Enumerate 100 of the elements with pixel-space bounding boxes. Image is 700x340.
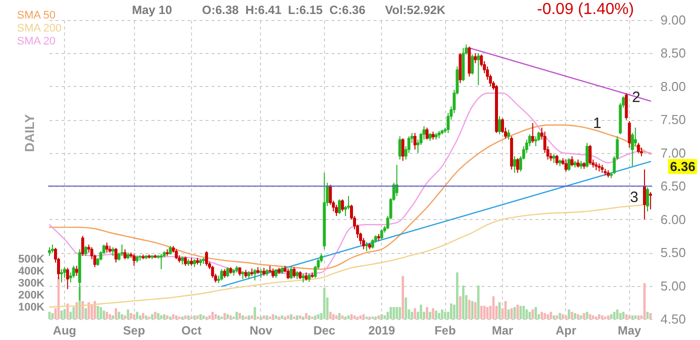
bar	[290, 314, 292, 319]
bar	[444, 312, 446, 319]
bar	[84, 308, 87, 319]
bar	[63, 309, 66, 319]
x-tick-label: Aug	[52, 324, 76, 338]
bar	[616, 309, 618, 319]
bar	[211, 312, 214, 319]
candlestick	[570, 156, 574, 167]
candlestick	[286, 268, 290, 280]
candlestick	[132, 253, 136, 266]
y-tick-label: 4.50	[660, 312, 686, 326]
bar	[314, 315, 316, 319]
candlestick	[60, 268, 64, 283]
y-tick-label: 7.50	[660, 112, 686, 128]
bar	[483, 306, 486, 319]
x-tick-label: Sep	[123, 324, 146, 338]
bar	[380, 314, 383, 319]
candlestick	[413, 132, 416, 150]
text: Vol:52.92K	[385, 3, 446, 17]
candlestick	[120, 244, 124, 256]
bar	[392, 307, 395, 319]
y-tick-label: 6.00	[660, 212, 686, 227]
bar	[486, 307, 489, 319]
candlestick	[205, 250, 208, 266]
bar	[108, 314, 112, 319]
bar	[172, 314, 174, 319]
bar	[72, 307, 75, 319]
candlestick	[476, 52, 480, 86]
candlestick	[226, 266, 230, 278]
bar	[175, 315, 178, 319]
candlestick	[220, 268, 224, 281]
bar	[625, 314, 628, 319]
candlestick	[567, 158, 570, 172]
bar	[138, 315, 142, 319]
candlestick	[334, 204, 338, 217]
y2-tick-label: 300K	[18, 278, 45, 290]
candlestick	[646, 186, 649, 212]
x-tick-label: Feb	[434, 324, 456, 338]
candlestick	[81, 235, 84, 256]
y-tick-label: 7.00	[660, 145, 686, 160]
y-tick-label: 8.00	[660, 78, 686, 94]
bar	[100, 307, 102, 319]
candlestick	[586, 142, 589, 168]
bar	[510, 308, 513, 319]
candlestick	[66, 267, 70, 290]
candlestick	[340, 198, 344, 212]
bar	[402, 276, 404, 319]
bar	[540, 312, 543, 319]
bar	[534, 307, 537, 319]
bar	[588, 314, 592, 319]
bar	[106, 312, 108, 319]
bar	[362, 314, 365, 319]
bar	[592, 315, 594, 319]
text: SMA 50	[17, 10, 56, 22]
bar	[305, 313, 308, 319]
bar	[586, 312, 588, 319]
candlestick	[63, 266, 66, 278]
bar	[163, 314, 166, 319]
bar	[236, 312, 238, 319]
bar	[102, 310, 106, 319]
bar	[546, 314, 550, 319]
candlestick	[507, 129, 510, 140]
bar	[480, 306, 483, 319]
line-series	[48, 203, 652, 308]
bar	[516, 304, 519, 319]
candlestick	[555, 154, 558, 166]
bar	[114, 308, 118, 319]
bar	[456, 272, 458, 319]
text: SMA 20	[17, 36, 56, 48]
text: May 10	[132, 3, 172, 17]
candlestick	[338, 198, 341, 215]
bar	[459, 296, 462, 319]
bar	[552, 315, 556, 319]
y-tick-label: 5.50	[660, 245, 686, 260]
candlestick	[75, 265, 78, 276]
candlestick	[634, 127, 637, 147]
y2-tick-label: 400K	[18, 266, 45, 278]
bar	[242, 315, 244, 319]
candlestick	[624, 92, 628, 120]
candlestick	[395, 164, 398, 197]
bar	[160, 315, 162, 319]
bar	[157, 313, 160, 319]
bar	[558, 313, 562, 319]
y2-tick-label: 500K	[18, 254, 45, 266]
bar	[477, 286, 480, 319]
bar	[398, 307, 402, 319]
bar	[184, 315, 187, 319]
y2-tick-label: 100K	[18, 302, 45, 314]
bar	[323, 288, 326, 319]
candlestick	[401, 138, 404, 162]
bar	[556, 315, 558, 319]
bar	[550, 312, 552, 319]
bar	[88, 302, 90, 319]
candlestick	[160, 253, 163, 270]
annotation: 3	[630, 189, 638, 206]
y-tick-label: 6.50	[660, 178, 686, 194]
candlestick	[272, 268, 274, 278]
text: O:6.38 H:6.41 L:6.15 C:6.36	[202, 3, 366, 17]
bar	[214, 314, 217, 319]
candlestick	[380, 228, 384, 240]
